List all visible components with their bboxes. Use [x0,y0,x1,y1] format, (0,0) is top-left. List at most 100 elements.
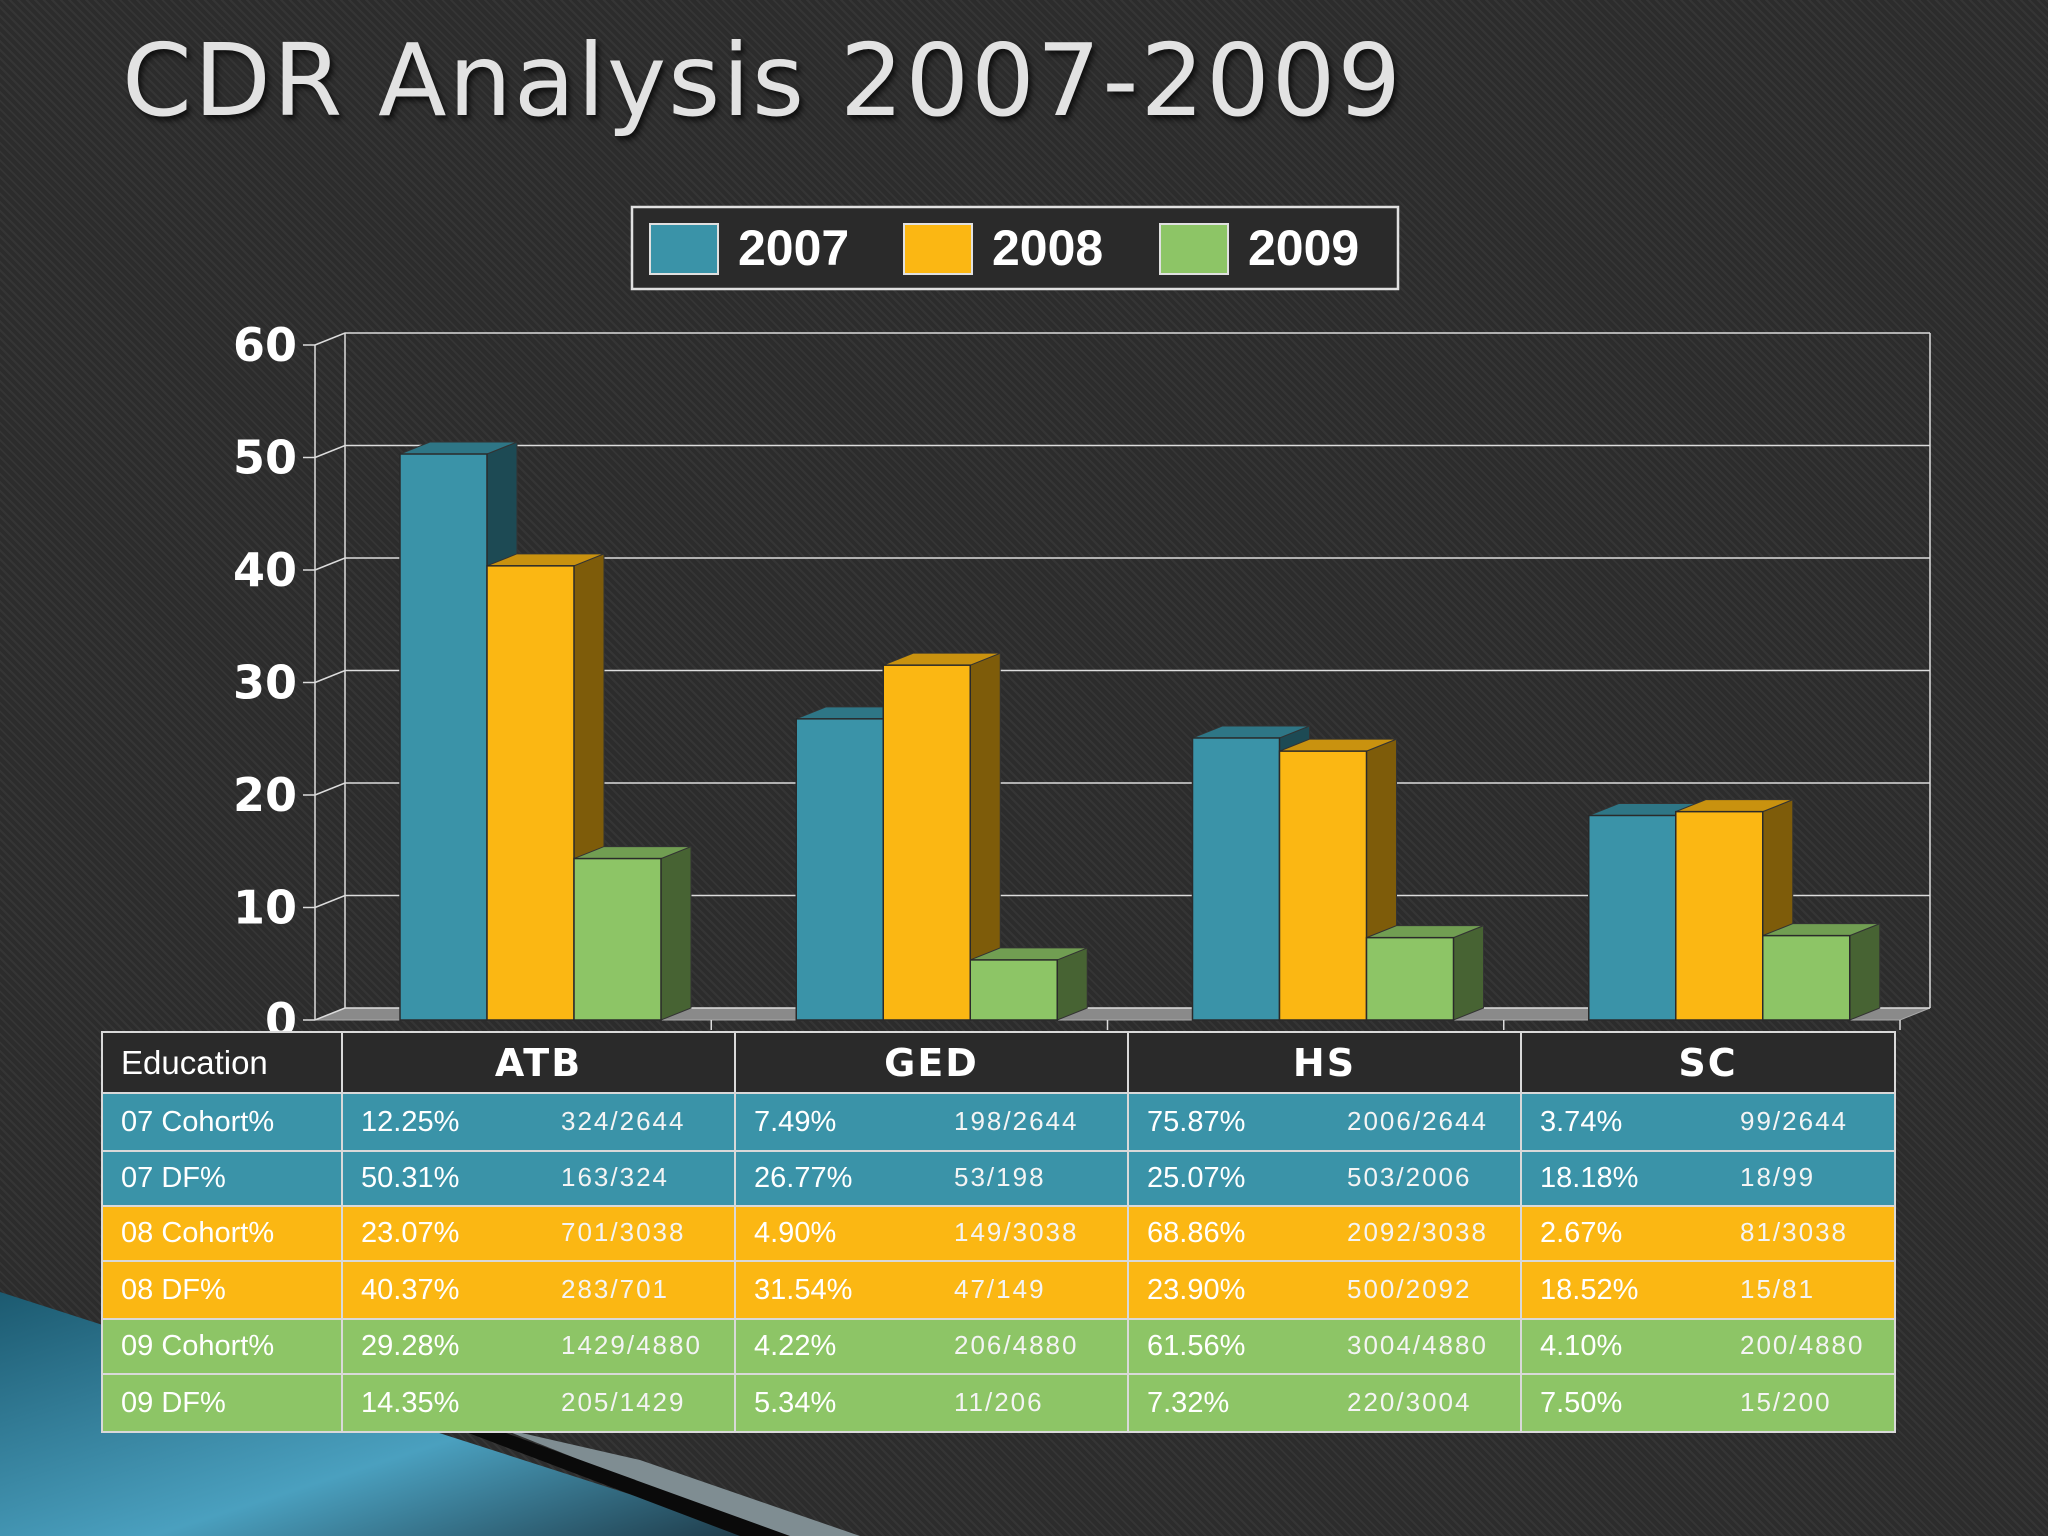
bar-atb-2009 [573,857,662,1021]
cell-percent: 40.37% [361,1273,460,1306]
bar-hs-2009 [1365,936,1455,1021]
y-tick-label: 10 [233,881,297,935]
cell-fraction: 220/3004 [1347,1386,1472,1417]
table-cell: 2.67% 81/3038 [1520,1205,1896,1262]
row-label: 08 Cohort% [101,1205,343,1262]
cell-fraction: 163/324 [561,1162,669,1192]
cell-fraction: 283/701 [561,1273,669,1304]
cell-percent: 23.90% [1147,1273,1246,1306]
table-row: 07 DF% 50.31% 163/324 26.77% 53/198 25.07% 503… [101,1150,1896,1207]
cell-fraction: 701/3038 [561,1217,686,1247]
table-corner-label: Education [101,1031,343,1094]
column-header-sc: SC [1520,1031,1896,1094]
table-cell: 23.07% 701/3038 [341,1205,736,1262]
table-cell: 61.56% 3004/4880 [1127,1318,1522,1375]
cell-fraction: 205/1429 [561,1386,686,1417]
cell-percent: 7.32% [1147,1386,1230,1419]
cell-percent: 4.22% [754,1330,837,1362]
cell-fraction: 15/200 [1740,1386,1832,1417]
table-cell: 68.86% 2092/3038 [1127,1205,1522,1262]
cell-percent: 4.90% [754,1217,837,1249]
bar-ged-2009 [969,959,1058,1021]
cell-fraction: 149/3038 [954,1217,1079,1247]
cell-fraction: 2092/3038 [1347,1217,1488,1247]
table-cell: 7.49% 198/2644 [734,1092,1129,1152]
bar-side [660,845,692,1021]
cell-percent: 50.31% [361,1162,460,1194]
cell-fraction: 2006/2644 [1347,1105,1488,1136]
column-header-atb: ATB [341,1031,736,1094]
cell-fraction: 11/206 [954,1386,1044,1417]
cell-fraction: 198/2644 [954,1105,1079,1136]
cell-fraction: 99/2644 [1740,1105,1848,1136]
cell-percent: 18.52% [1540,1273,1639,1306]
table-cell: 23.90% 500/2092 [1127,1260,1522,1320]
cell-percent: 7.49% [754,1105,837,1138]
y-tick-label: 50 [233,431,297,485]
cell-fraction: 47/149 [954,1273,1046,1304]
cell-fraction: 200/4880 [1740,1330,1865,1360]
table-row: 09 Cohort% 29.28% 1429/4880 4.22% 206/4880 61… [101,1318,1896,1375]
cell-fraction: 503/2006 [1347,1162,1472,1192]
data-table: Education ATB GED HS SC 07 Cohort% 12.25%… [101,1031,1896,1433]
cell-fraction: 324/2644 [561,1105,686,1136]
cell-percent: 75.87% [1147,1105,1246,1138]
table-row: 08 DF% 40.37% 283/701 31.54% 47/149 23.90% 500… [101,1260,1896,1320]
cell-percent: 14.35% [361,1386,460,1419]
legend-swatch [1159,223,1229,275]
row-label: 07 Cohort% [101,1092,343,1152]
cell-fraction: 3004/4880 [1347,1330,1488,1360]
bar-side [1849,922,1881,1021]
gridline [314,444,1930,459]
column-header-ged: GED [734,1031,1129,1094]
bar-sc-2008 [1675,810,1764,1021]
cell-percent: 31.54% [754,1273,853,1306]
bar-ged-2008 [882,664,971,1021]
bar-sc-2007 [1588,814,1677,1021]
bar-side [1056,947,1088,1021]
cell-percent: 3.74% [1540,1105,1623,1138]
bar-sc-2009 [1762,934,1851,1021]
table-cell: 29.28% 1429/4880 [341,1318,736,1375]
cell-percent: 25.07% [1147,1162,1246,1194]
table-row: 08 Cohort% 23.07% 701/3038 4.90% 149/3038 68.… [101,1205,1896,1262]
table-cell: 12.25% 324/2644 [341,1092,736,1152]
cell-percent: 7.50% [1540,1386,1623,1419]
table-row: 09 DF% 14.35% 205/1429 5.34% 11/206 7.32% 220/… [101,1373,1896,1433]
table-cell: 7.32% 220/3004 [1127,1373,1522,1433]
row-label: 09 Cohort% [101,1318,343,1375]
table-cell: 4.22% 206/4880 [734,1318,1129,1375]
cell-percent: 2.67% [1540,1217,1623,1249]
cell-fraction: 1429/4880 [561,1330,702,1360]
bar-ged-2007 [795,718,884,1021]
cell-percent: 61.56% [1147,1330,1246,1362]
bar-side [1453,924,1484,1021]
page-title: CDR Analysis 2007-2009 [122,22,1403,139]
cell-fraction: 18/99 [1740,1162,1816,1192]
table-cell: 18.52% 15/81 [1520,1260,1896,1320]
legend-label: 2009 [1248,220,1359,276]
cell-percent: 12.25% [361,1105,460,1138]
table-cell: 25.07% 503/2006 [1127,1150,1522,1207]
cell-percent: 26.77% [754,1162,853,1194]
legend-label: 2007 [738,220,849,276]
gridline [314,332,1930,346]
table-cell: 7.50% 15/200 [1520,1373,1896,1433]
cell-percent: 29.28% [361,1330,460,1362]
table-cell: 26.77% 53/198 [734,1150,1129,1207]
cell-percent: 18.18% [1540,1162,1639,1194]
bar-hs-2007 [1191,737,1281,1021]
table-cell: 4.10% 200/4880 [1520,1318,1896,1375]
cell-fraction: 81/3038 [1740,1217,1848,1247]
y-tick-label: 30 [233,656,297,710]
bar-atb-2007 [399,453,488,1021]
table-cell: 18.18% 18/99 [1520,1150,1896,1207]
cell-percent: 4.10% [1540,1330,1623,1362]
table-cell: 50.31% 163/324 [341,1150,736,1207]
row-label: 07 DF% [101,1150,343,1207]
cell-fraction: 500/2092 [1347,1273,1472,1304]
cell-percent: 68.86% [1147,1217,1246,1249]
table-cell: 5.34% 11/206 [734,1373,1129,1433]
y-tick-label: 40 [233,543,297,597]
